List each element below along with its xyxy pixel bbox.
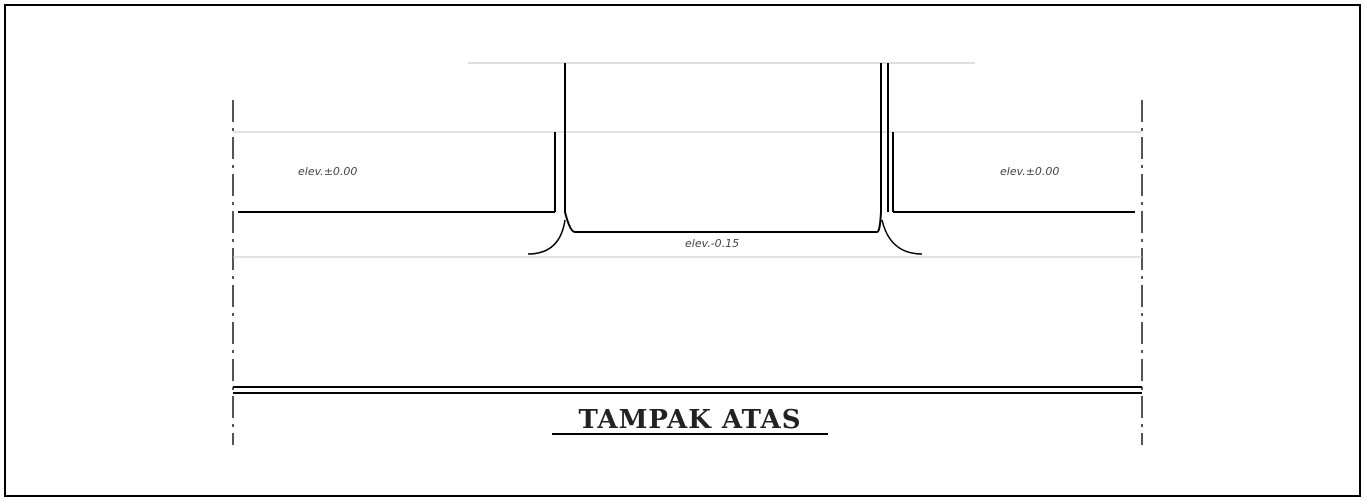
drawing-title: TAMPAK ATAS [579, 405, 802, 435]
center-area-label: elev.-0.15 [685, 237, 739, 250]
left-area-label: elev.±0.00 [298, 165, 357, 178]
right-area-label: elev.±0.00 [1000, 165, 1059, 178]
left-curve [564, 211, 576, 233]
drawing-frame [4, 4, 1361, 497]
left-edge-curve [527, 219, 566, 255]
right-curve [876, 211, 882, 233]
right-edge-curve [881, 219, 923, 255]
